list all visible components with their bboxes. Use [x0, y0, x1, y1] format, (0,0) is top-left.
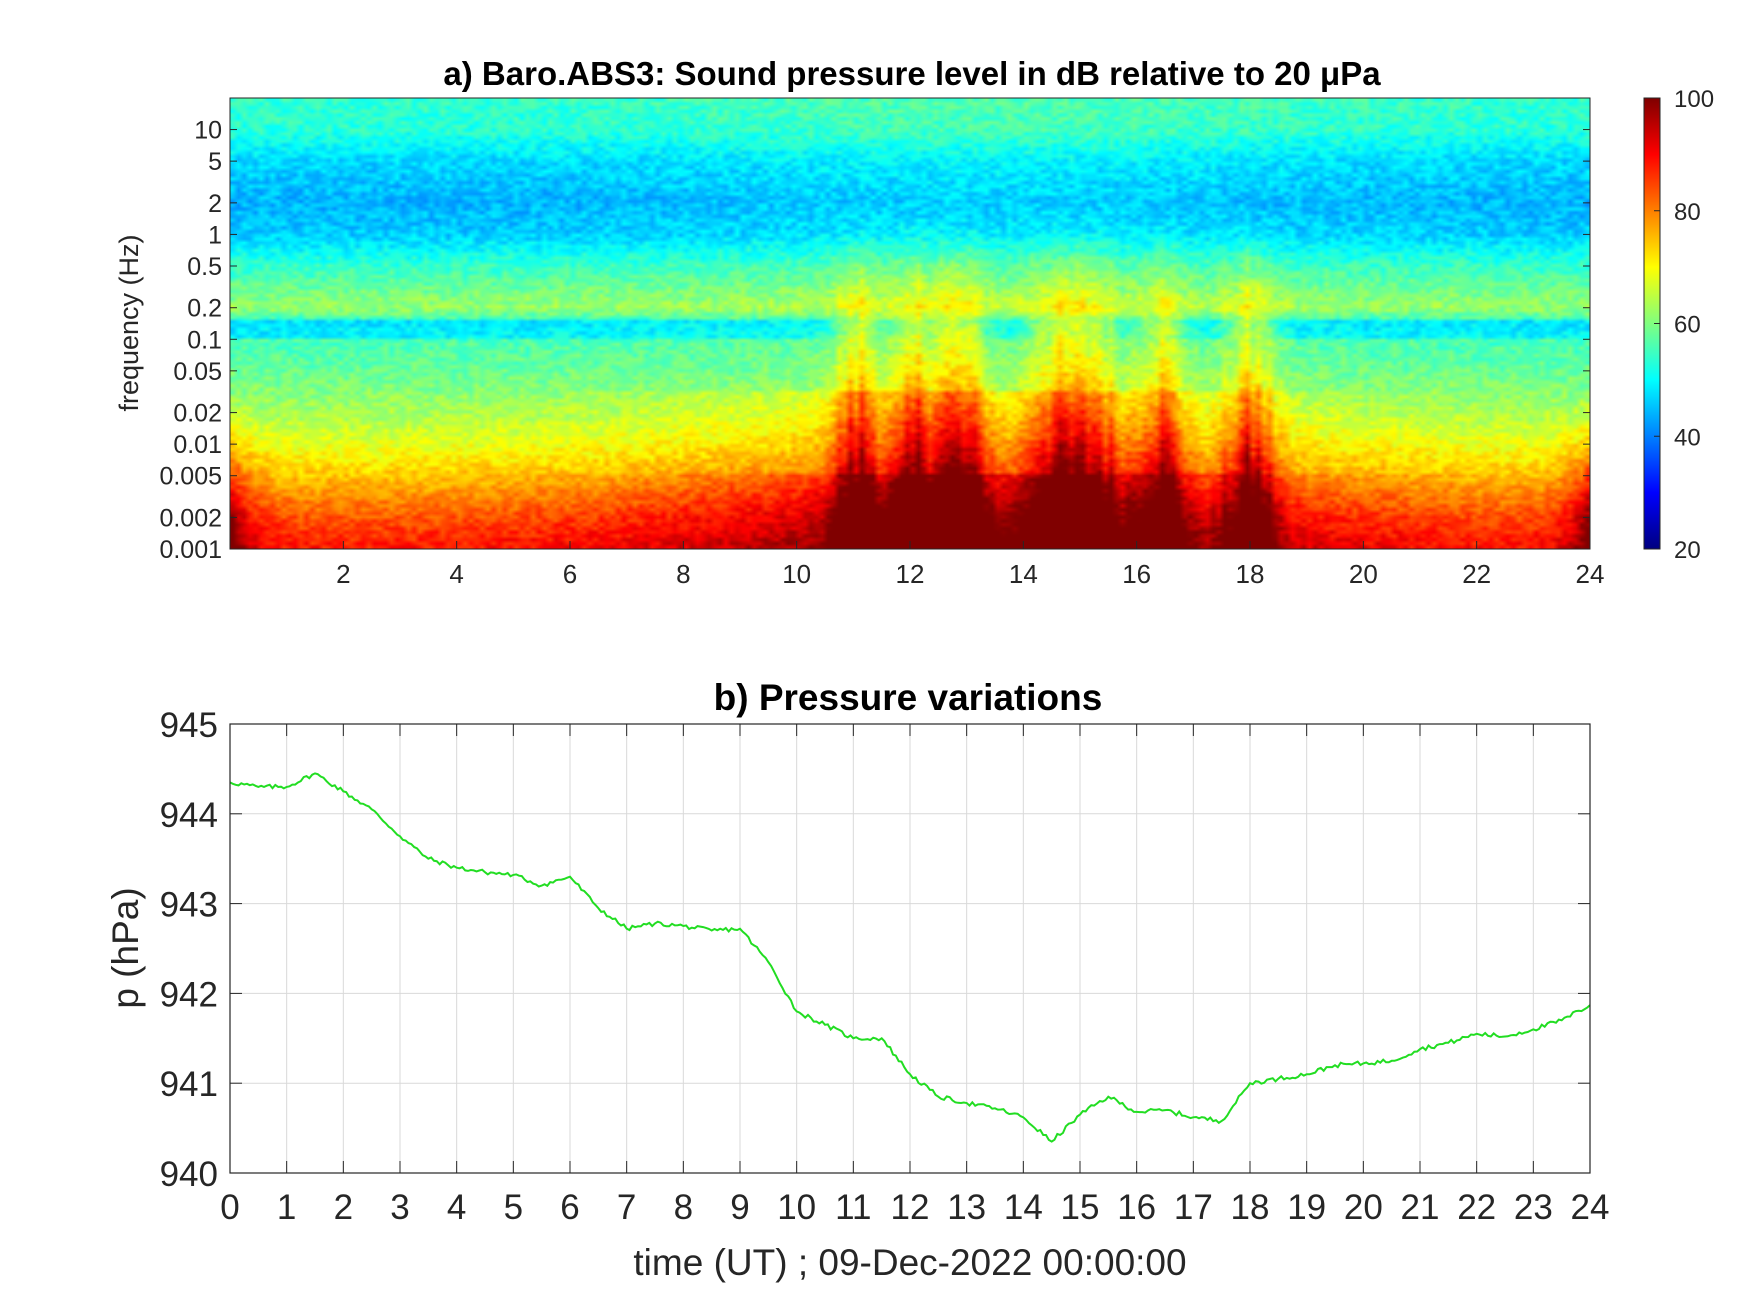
spectrogram-x-tick-label: 14 [1009, 559, 1038, 589]
spectrogram-x-ticks: 2 4 6 8 10 12 14 16 18 20 22 24 [336, 541, 1604, 589]
spectrogram-x-tick-label: 22 [1462, 559, 1491, 589]
spectrogram-x-tick-label: 20 [1349, 559, 1378, 589]
pressure-x-tick-label: 15 [1061, 1188, 1100, 1227]
spectrogram-x-tick-label: 16 [1122, 559, 1151, 589]
pressure-x-tick-label: 12 [891, 1188, 930, 1227]
pressure-y-tick-label: 945 [160, 706, 218, 745]
colorbar-tick-label: 100 [1674, 86, 1714, 113]
spectrogram-y-tick-label: 0.01 [173, 431, 222, 459]
pressure-x-tick-label: 17 [1174, 1188, 1213, 1227]
pressure-x-tick-label: 14 [1004, 1188, 1043, 1227]
spectrogram-y-tick-label: 0.1 [187, 326, 222, 354]
pressure-x-tick-label: 23 [1514, 1188, 1553, 1227]
spectrogram-y-tick-label: 0.5 [187, 253, 222, 281]
pressure-x-tick-label: 18 [1231, 1188, 1270, 1227]
colorbar-tick-label: 40 [1674, 424, 1701, 451]
pressure-y-tick-label: 940 [160, 1155, 218, 1194]
pressure-y-label: p (hPa) [105, 887, 146, 1008]
spectrogram-y-tick-label: 5 [208, 148, 222, 176]
pressure-x-tick-label: 24 [1571, 1188, 1610, 1227]
pressure-x-tick-label: 13 [947, 1188, 986, 1227]
pressure-x-tick-label: 4 [447, 1188, 466, 1227]
spectrogram-y-tick-label: 0.2 [187, 295, 222, 323]
spectrogram-y-tick-label: 0.002 [159, 504, 222, 532]
colorbar-tick-label: 80 [1674, 199, 1701, 226]
spectrogram-y-tick-label: 1 [208, 221, 222, 249]
spectrogram-x-tick-label: 12 [896, 559, 925, 589]
pressure-x-tick-label: 0 [220, 1188, 239, 1227]
spectrogram-panel: a) Baro.ABS3: Sound pressure level in dB… [114, 55, 1714, 589]
spectrogram-y-tick-label: 0.02 [173, 400, 222, 428]
spectrogram-x-tick-label: 8 [676, 559, 690, 589]
pressure-x-tick-label: 20 [1344, 1188, 1383, 1227]
pressure-x-tick-label: 2 [334, 1188, 353, 1227]
spectrogram-x-tick-label: 24 [1576, 559, 1605, 589]
pressure-x-tick-label: 3 [390, 1188, 409, 1227]
colorbar-ticks: 20 40 60 80 100 [1654, 86, 1714, 564]
pressure-y-tick-label: 941 [160, 1065, 218, 1104]
pressure-x-tick-label: 8 [674, 1188, 693, 1227]
pressure-x-tick-label: 19 [1287, 1188, 1326, 1227]
pressure-x-tick-label: 21 [1401, 1188, 1440, 1227]
spectrogram-title: a) Baro.ABS3: Sound pressure level in dB… [443, 55, 1381, 92]
pressure-panel: b) Pressure variations 0 1 2 3 4 5 6 7 8 9 10 11 12 1… [105, 677, 1609, 1283]
spectrogram-x-tick-label: 10 [782, 559, 811, 589]
spectrogram-x-tick-label: 18 [1236, 559, 1265, 589]
spectrogram-x-tick-label: 6 [563, 559, 577, 589]
pressure-x-ticks: 0 1 2 3 4 5 6 7 8 9 10 11 12 13 14 15 16 17 18 19 20 21 22 23 24 [220, 724, 1609, 1227]
pressure-y-tick-label: 942 [160, 975, 218, 1014]
pressure-title: b) Pressure variations [714, 677, 1103, 718]
colorbar-tick-label: 60 [1674, 312, 1701, 339]
pressure-series-line [229, 772, 1591, 1143]
pressure-x-tick-label: 9 [730, 1188, 749, 1227]
pressure-y-tick-label: 943 [160, 886, 218, 925]
pressure-x-tick-label: 11 [835, 1188, 871, 1227]
spectrogram-x-tick-label: 2 [336, 559, 350, 589]
pressure-x-tick-label: 22 [1457, 1188, 1496, 1227]
pressure-x-tick-label: 7 [617, 1188, 636, 1227]
pressure-x-tick-label: 1 [277, 1188, 296, 1227]
pressure-x-label: time (UT) ; 09-Dec-2022 00:00:00 [633, 1242, 1186, 1283]
spectrogram-heatmap [230, 98, 1590, 549]
spectrogram-y-ticks: 0.001 0.002 0.005 0.01 0.02 0.05 0.1 0.2 0.5 1 2 5 1… [159, 117, 1590, 564]
spectrogram-y-tick-label: 0.05 [173, 358, 222, 386]
pressure-y-tick-label: 944 [160, 796, 218, 835]
pressure-x-tick-label: 5 [504, 1188, 523, 1227]
spectrogram-y-tick-label: 10 [194, 117, 222, 145]
spectrogram-y-label: frequency (Hz) [114, 234, 144, 411]
pressure-x-tick-label: 16 [1117, 1188, 1156, 1227]
spectrogram-y-tick-label: 0.001 [159, 536, 222, 564]
spectrogram-x-tick-label: 4 [449, 559, 463, 589]
spectrogram-y-tick-label: 0.005 [159, 463, 222, 491]
colorbar-tick-label: 20 [1674, 537, 1701, 564]
pressure-x-tick-label: 10 [777, 1188, 816, 1227]
spectrogram-y-tick-label: 2 [208, 190, 222, 218]
pressure-y-ticks: 940 941 942 943 944 945 [160, 706, 1590, 1194]
pressure-x-tick-label: 6 [560, 1188, 579, 1227]
